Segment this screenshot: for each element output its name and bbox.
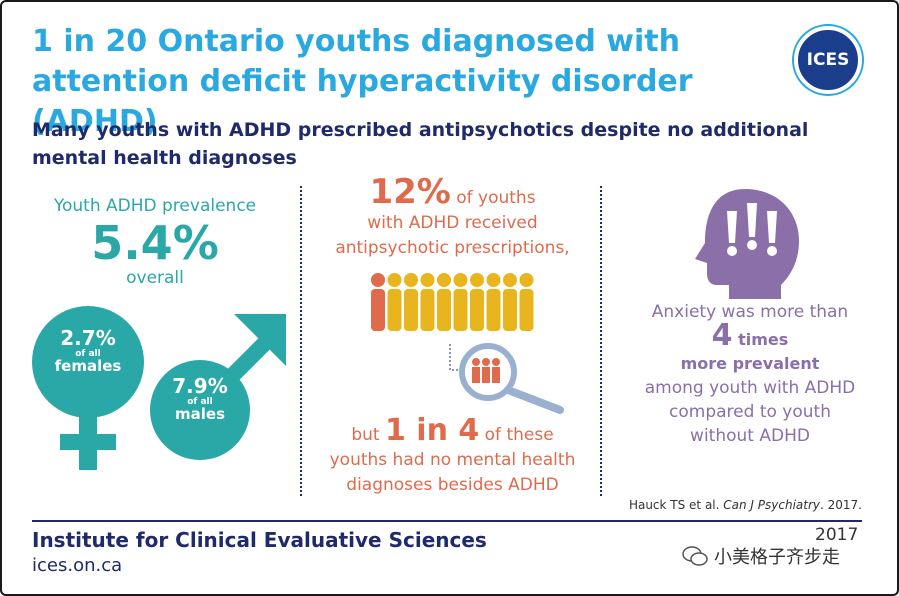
antipsychotic-line2: with ADHD received: [367, 213, 538, 233]
female-pct: 2.7%: [60, 326, 116, 350]
ratio-value: 1 in 4: [384, 413, 480, 448]
subset-line5: youths had no mental health: [329, 450, 576, 470]
antipsychotic-subset: but 1 in 4 of these youths had no mental…: [315, 416, 590, 498]
anxiety-more-prevalent: more prevalent: [680, 354, 820, 373]
person-icon: [519, 273, 534, 331]
female-stat: 2.7% of all females: [48, 328, 128, 374]
anxiety-line5: compared to youth: [669, 402, 831, 422]
person-icon: [437, 273, 451, 331]
anxiety-line4: among youth with ADHD: [644, 378, 856, 398]
person-icon: [453, 273, 468, 331]
prevalence-label: Youth ADHD prevalence: [53, 196, 257, 216]
subtitle: Many youths with ADHD prescribed antipsy…: [32, 119, 809, 169]
wechat-icon: [682, 546, 708, 566]
anxiety-number: 4: [711, 318, 733, 353]
footer-divider: [32, 520, 862, 522]
citation-year: . 2017.: [820, 498, 862, 512]
person-icon: [387, 273, 402, 331]
citation-authors: Hauck TS et al.: [628, 498, 720, 512]
person-icon: [404, 273, 418, 331]
antipsychotic-panel: 12% of youths with ADHD received antipsy…: [310, 175, 595, 261]
person-icon: [503, 273, 517, 331]
ratio-rest: of these: [484, 425, 554, 445]
male-stat: 7.9% of all males: [160, 376, 240, 422]
male-label: males: [175, 405, 225, 423]
but-text: but: [351, 425, 380, 445]
prevalence-overall: overall: [126, 268, 184, 288]
female-label: females: [54, 357, 122, 375]
logo-text: ICES: [806, 50, 850, 70]
footer-url[interactable]: ices.on.ca: [32, 555, 123, 576]
antipsychotic-line1: of youths: [456, 188, 536, 208]
watermark: 小美格子齐步走: [682, 543, 840, 569]
prevalence-value: 5.4%: [91, 216, 219, 270]
male-symbol-icon: [150, 314, 286, 460]
anxiety-line1: Anxiety was more than: [651, 302, 849, 322]
page-title: 1 in 20 Ontario youths diagnosed with at…: [32, 24, 693, 139]
ices-logo: ICES: [794, 26, 862, 94]
people-row-icon: [371, 273, 534, 331]
anxiety-times: times: [738, 330, 789, 349]
anxiety-panel: Anxiety was more than 4 times more preva…: [620, 300, 880, 448]
antipsychotic-pct: 12%: [369, 172, 451, 212]
citation: Hauck TS et al. Can J Psychiatry. 2017.: [600, 498, 862, 512]
person-highlight-icon: [371, 273, 385, 331]
person-icon: [420, 273, 435, 331]
anxiety-line6: without ADHD: [690, 426, 810, 446]
person-icon: [470, 273, 484, 331]
footer-org: Institute for Clinical Evaluative Scienc…: [32, 528, 487, 552]
female-of-all: of all: [75, 349, 101, 359]
antipsychotic-line3: antipsychotic prescriptions,: [335, 238, 570, 258]
head-exclamation-icon: [695, 189, 799, 299]
male-pct: 7.9%: [172, 374, 228, 398]
magnifier-icon: [449, 343, 564, 414]
citation-journal: Can J Psychiatry: [723, 498, 821, 512]
column-divider-right: [600, 186, 602, 496]
prevalence-panel: Youth ADHD prevalence 5.4% overall: [20, 196, 290, 288]
footer-year: 2017: [815, 525, 859, 545]
person-icon: [486, 273, 501, 331]
subset-line6: diagnoses besides ADHD: [346, 475, 559, 495]
gender-symbols: [32, 306, 286, 470]
watermark-text: 小美格子齐步走: [714, 547, 840, 568]
female-symbol-icon: [32, 306, 144, 470]
column-divider-left: [300, 186, 302, 496]
male-of-all: of all: [187, 397, 213, 407]
